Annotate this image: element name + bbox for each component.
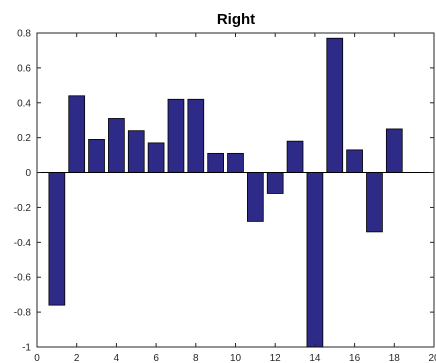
bar-1 bbox=[48, 172, 66, 306]
bar-10 bbox=[227, 152, 244, 173]
x-tick-label: 0 bbox=[34, 353, 40, 363]
bar-6 bbox=[147, 142, 165, 173]
bar-7 bbox=[167, 98, 185, 173]
x-axis: 0 2 4 6 8 10 12 14 16 18 20 bbox=[34, 33, 436, 363]
bar-17 bbox=[366, 172, 383, 233]
bar-16 bbox=[346, 149, 363, 173]
y-tick-label: -0.8 bbox=[14, 308, 32, 319]
bar-14 bbox=[306, 172, 324, 348]
x-tick-label: 10 bbox=[230, 353, 242, 363]
bar-9 bbox=[207, 152, 224, 173]
x-tick-label: 6 bbox=[153, 353, 159, 363]
y-tick-label: -0.2 bbox=[14, 203, 32, 214]
bar-13 bbox=[286, 140, 304, 173]
x-tick-label: 18 bbox=[389, 353, 401, 363]
bar-5 bbox=[127, 130, 145, 173]
y-tick-label: 0.2 bbox=[17, 133, 31, 144]
bar-3 bbox=[88, 139, 105, 173]
y-axis: -1 -0.8 -0.6 -0.4 -0.2 0 0.2 0.4 0.6 0.8 bbox=[14, 29, 434, 354]
bar-11 bbox=[247, 172, 264, 222]
x-tick-label: 14 bbox=[309, 353, 321, 363]
bars-group bbox=[48, 37, 403, 348]
bar-2 bbox=[68, 95, 86, 173]
y-tick-label: -1 bbox=[22, 343, 31, 354]
y-tick-label: 0.6 bbox=[17, 63, 31, 74]
x-tick-label: 8 bbox=[193, 353, 199, 363]
y-tick-label: 0.4 bbox=[17, 98, 31, 109]
x-tick-label: 16 bbox=[349, 353, 361, 363]
y-tick-label: 0.8 bbox=[17, 29, 31, 40]
x-tick-label: 20 bbox=[428, 353, 436, 363]
x-tick-label: 12 bbox=[270, 353, 282, 363]
x-tick-label: 2 bbox=[74, 353, 80, 363]
y-tick-label: -0.6 bbox=[14, 273, 32, 284]
y-tick-label: -0.4 bbox=[14, 238, 32, 249]
bar-15 bbox=[326, 37, 344, 173]
bar-12 bbox=[266, 172, 284, 194]
x-tick-label: 4 bbox=[114, 353, 120, 363]
bar-8 bbox=[187, 98, 205, 173]
bar-18 bbox=[385, 128, 403, 173]
chart-title: Right bbox=[217, 11, 255, 28]
bar-4 bbox=[108, 118, 125, 173]
y-tick-label: 0 bbox=[25, 168, 31, 179]
